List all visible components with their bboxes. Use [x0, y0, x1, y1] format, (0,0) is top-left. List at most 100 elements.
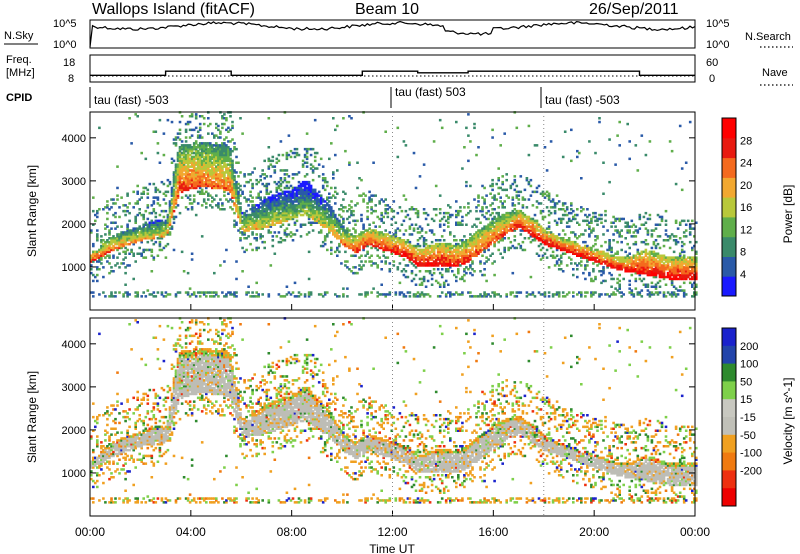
- power-cell: [551, 239, 555, 242]
- power-cell: [170, 209, 174, 213]
- power-cell: [424, 285, 428, 288]
- power-cell: [176, 132, 180, 135]
- power-cell: [394, 250, 398, 254]
- power-cell: [541, 233, 545, 236]
- power-cell: [467, 291, 470, 294]
- power-cell: [471, 252, 474, 255]
- power-cell: [416, 262, 420, 265]
- power-cell: [283, 217, 287, 221]
- power-cell: [140, 227, 143, 230]
- power-cell: [309, 186, 313, 190]
- power-cell: [178, 184, 182, 188]
- power-cell: [326, 248, 329, 252]
- power-cell: [459, 258, 462, 261]
- power-cell: [211, 173, 214, 176]
- power-cell: [293, 233, 297, 236]
- power-cell: [215, 134, 218, 137]
- power-cell: [251, 196, 254, 199]
- power-cell: [436, 258, 440, 261]
- power-cell: [186, 122, 190, 126]
- power-cell: [596, 250, 599, 254]
- power-cell: [100, 254, 103, 257]
- power-cell: [430, 250, 434, 254]
- power-cell: [275, 211, 279, 215]
- power-cell: [543, 240, 547, 244]
- power-cell: [505, 229, 508, 232]
- power-cell: [190, 178, 194, 182]
- power-cell: [438, 242, 442, 246]
- power-cell: [269, 219, 273, 223]
- power-cell: [501, 235, 504, 238]
- power-cell: [192, 151, 196, 155]
- power-cell: [217, 157, 220, 161]
- power-cell: [479, 246, 482, 250]
- power-cell: [307, 194, 311, 197]
- power-cell: [221, 126, 224, 130]
- power-cell: [176, 155, 180, 159]
- power-cell: [279, 140, 283, 143]
- power-cell: [352, 227, 355, 230]
- power-cell: [572, 250, 575, 254]
- power-cell: [428, 258, 432, 261]
- power-cell: [420, 277, 424, 281]
- power-cell: [384, 248, 387, 252]
- power-cell: [241, 246, 244, 250]
- power-cell: [374, 225, 377, 228]
- power-cell: [174, 173, 178, 176]
- power-cell: [233, 190, 236, 194]
- power-cell: [537, 202, 541, 205]
- power-cell: [257, 246, 260, 250]
- power-cell: [557, 233, 561, 236]
- power-cell: [136, 235, 139, 238]
- power-cell: [291, 188, 295, 192]
- power-cell: [509, 229, 513, 232]
- power-cell: [132, 254, 135, 257]
- power-cell: [572, 242, 575, 246]
- power-cell: [453, 273, 456, 277]
- power-cell: [545, 242, 549, 246]
- power-cell: [487, 248, 490, 252]
- power-cell: [533, 239, 537, 242]
- power-cell: [620, 229, 623, 232]
- power-cell: [184, 128, 188, 132]
- power-cell: [586, 256, 589, 259]
- power-cell: [271, 209, 275, 213]
- power-cell: [638, 217, 642, 221]
- power-cell: [576, 275, 579, 279]
- power-cell: [328, 217, 331, 221]
- power-cell: [366, 215, 369, 219]
- power-cell: [108, 271, 111, 275]
- power-cell: [186, 149, 190, 153]
- power-cell: [160, 248, 164, 252]
- power-cell: [106, 248, 109, 252]
- power-cell: [174, 136, 178, 139]
- power-cell: [138, 208, 141, 211]
- power-cell: [541, 209, 545, 213]
- power-cell: [630, 291, 634, 294]
- power-cell: [281, 219, 285, 223]
- power-cell: [483, 186, 486, 190]
- power-cell: [408, 254, 412, 257]
- power-cell: [590, 217, 593, 221]
- power-cell: [257, 192, 260, 195]
- power-cell: [231, 149, 234, 153]
- freq-tick-top-left: 18: [63, 57, 75, 69]
- power-cell: [338, 231, 341, 234]
- power-cell: [170, 213, 174, 217]
- power-cell: [237, 175, 240, 178]
- power-cell: [132, 240, 135, 244]
- power-cell: [217, 167, 220, 170]
- power-cell: [229, 175, 232, 178]
- power-cell: [213, 155, 216, 159]
- power-cell: [259, 219, 262, 223]
- power-cell: [553, 239, 557, 242]
- power-cell: [368, 231, 371, 234]
- power-cell: [424, 242, 428, 246]
- power-cell: [299, 192, 303, 195]
- power-cell: [223, 177, 226, 180]
- power-cell: [309, 188, 313, 192]
- power-cell: [245, 219, 248, 223]
- power-cell: [348, 115, 351, 118]
- power-cell: [213, 175, 216, 178]
- power-cell: [192, 163, 196, 166]
